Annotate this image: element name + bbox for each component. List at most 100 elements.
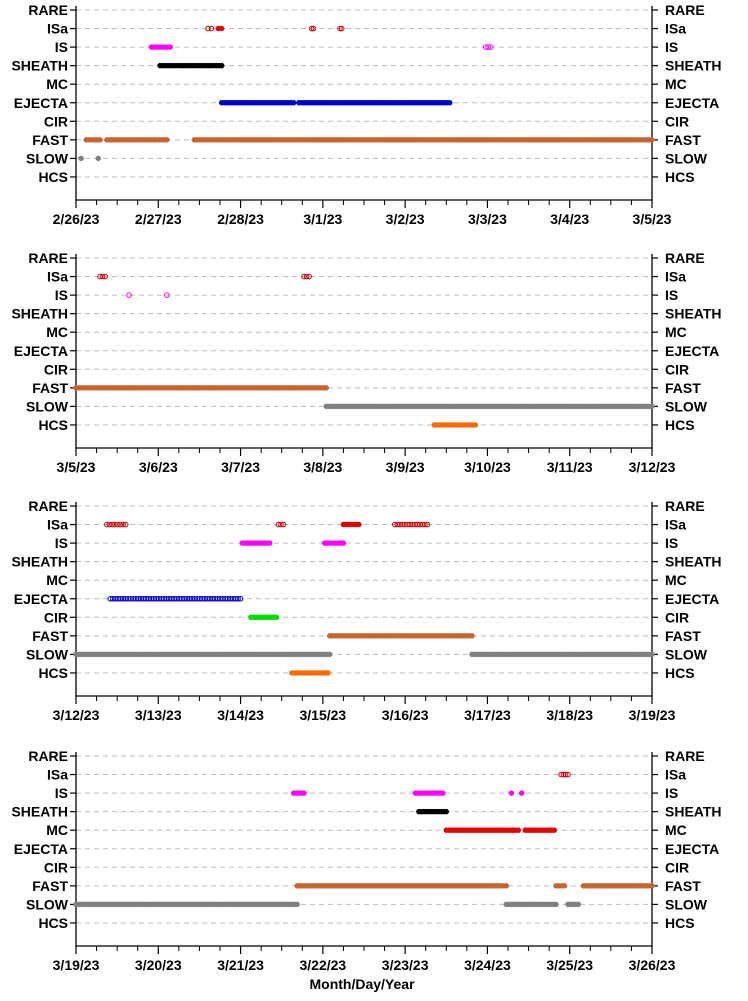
right-category-label: SLOW <box>665 150 708 166</box>
data-point-is <box>340 540 347 546</box>
data-point-ejecta <box>166 595 172 602</box>
x-tick-label: 3/17/23 <box>464 707 511 723</box>
right-category-label: SHEATH <box>665 804 722 820</box>
right-category-label: SHEATH <box>665 58 722 74</box>
left-category-label: FAST <box>32 132 68 148</box>
right-category-label: SLOW <box>665 646 708 662</box>
data-point-isa <box>337 25 343 32</box>
data-point-ejecta <box>181 595 188 602</box>
left-category-label: SLOW <box>26 150 69 166</box>
left-category-label: IS <box>55 39 68 55</box>
right-category-label: IS <box>665 785 678 801</box>
data-point-ejecta <box>176 595 183 602</box>
x-tick-label: 3/9/23 <box>386 459 425 475</box>
x-tick-label: 3/26/23 <box>629 957 676 973</box>
data-point-ejecta <box>163 595 170 602</box>
data-point-is <box>266 540 273 546</box>
x-tick-label: 3/18/23 <box>546 707 593 723</box>
x-tick-label: 3/19/23 <box>629 707 676 723</box>
data-point-isa <box>338 25 345 32</box>
data-point-ejecta <box>173 595 180 602</box>
left-category-label: ISa <box>47 517 68 533</box>
data-point-ejecta <box>143 595 149 602</box>
left-category-label: RARE <box>28 498 68 514</box>
data-point-isa <box>422 521 428 528</box>
left-category-label: FAST <box>32 878 68 894</box>
data-point-is <box>440 790 446 796</box>
data-point-isa <box>356 521 362 528</box>
right-category-label: FAST <box>665 132 701 148</box>
data-point-isa <box>303 273 310 280</box>
right-category-label: FAST <box>665 628 701 644</box>
left-category-label: IS <box>55 287 68 303</box>
x-axis-title: Month/Day/Year <box>309 976 415 992</box>
data-point-ejecta <box>135 595 142 602</box>
data-point-ejecta <box>219 595 226 602</box>
left-category-label: CIR <box>44 859 68 875</box>
x-tick-label: 3/11/23 <box>547 459 593 475</box>
data-point-is <box>126 292 132 298</box>
data-point-fast <box>649 883 655 889</box>
right-category-label: IS <box>665 39 678 55</box>
left-category-label: SLOW <box>26 646 69 662</box>
x-tick-label: 3/24/23 <box>464 957 511 973</box>
data-point-ejecta <box>138 595 144 602</box>
left-category-label: EJECTA <box>14 343 68 359</box>
data-point-isa <box>97 273 103 280</box>
data-point-ejecta <box>217 595 223 602</box>
data-point-ejecta <box>112 595 119 602</box>
data-point-ejecta <box>158 595 165 602</box>
x-tick-label: 3/4/23 <box>550 211 589 227</box>
data-point-slow <box>294 901 300 908</box>
data-point-isa <box>117 521 124 528</box>
x-tick-label: 3/20/23 <box>135 957 182 973</box>
data-point-isa <box>99 273 106 280</box>
left-category-label: ISa <box>47 767 68 783</box>
data-point-isa <box>109 521 116 528</box>
data-point-fast <box>649 137 655 143</box>
data-point-ejecta <box>202 595 208 602</box>
data-point-ejecta <box>168 595 175 602</box>
x-tick-label: 3/5/23 <box>57 459 96 475</box>
x-tick-label: 3/8/23 <box>303 459 342 475</box>
data-point-ejecta <box>196 595 203 602</box>
data-point-ejecta <box>127 595 134 602</box>
data-point-ejecta <box>227 595 234 602</box>
data-point-ejecta <box>194 595 200 602</box>
left-category-label: MC <box>46 572 68 588</box>
left-category-label: CIR <box>44 113 68 129</box>
left-category-label: CIR <box>44 361 68 377</box>
left-category-label: RARE <box>28 748 68 764</box>
left-category-label: ISa <box>47 21 68 37</box>
data-point-ejecta <box>204 595 211 602</box>
x-tick-label: 3/1/23 <box>303 211 342 227</box>
data-point-isa <box>120 521 126 528</box>
left-category-label: FAST <box>32 628 68 644</box>
data-point-ejecta <box>199 595 206 602</box>
data-point-hcs <box>472 422 479 428</box>
left-category-label: SLOW <box>26 896 69 912</box>
x-tick-label: 2/27/23 <box>135 211 182 227</box>
data-point-isa <box>114 521 121 528</box>
left-category-label: HCS <box>38 417 68 433</box>
right-category-label: HCS <box>665 169 695 185</box>
x-tick-label: 3/16/23 <box>382 707 429 723</box>
panel-3: RARE RARE ISa ISa IS IS SHEATH SHEATH MC MC EJECTA… <box>11 498 721 723</box>
left-category-label: IS <box>55 535 68 551</box>
left-category-label: MC <box>46 822 68 838</box>
left-category-label: SLOW <box>26 398 69 414</box>
data-point-isa <box>208 25 215 32</box>
data-point-slow <box>649 403 655 410</box>
data-point-ejecta <box>230 595 236 602</box>
data-point-ejecta <box>117 595 124 602</box>
data-point-ejecta <box>235 595 241 602</box>
data-point-is <box>164 292 170 298</box>
x-tick-label: 3/19/23 <box>53 957 100 973</box>
right-category-label: ISa <box>665 269 686 285</box>
x-tick-label: 3/6/23 <box>139 459 178 475</box>
right-category-label: ISa <box>665 517 686 533</box>
data-point-ejecta <box>120 595 126 602</box>
data-point-is <box>518 790 525 796</box>
x-tick-label: 2/26/23 <box>53 211 100 227</box>
